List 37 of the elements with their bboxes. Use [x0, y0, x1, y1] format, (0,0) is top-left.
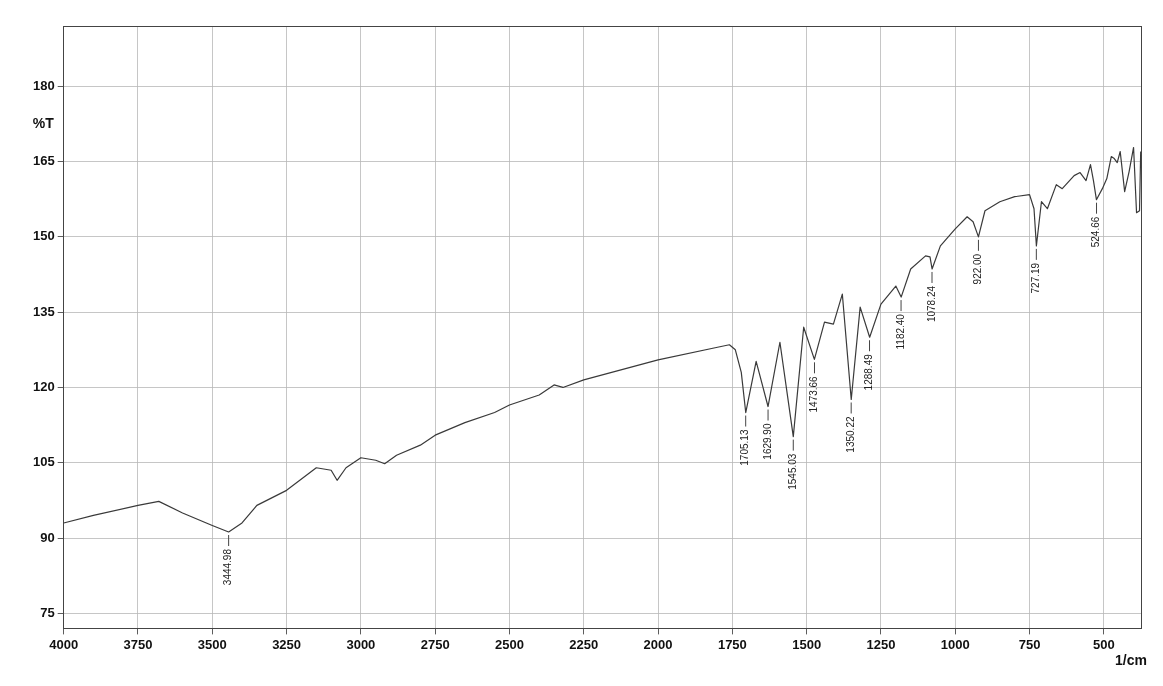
annotation: 727.19 — [1030, 262, 1042, 294]
x-tick-label: 1250 — [866, 636, 896, 652]
annotation: 524.66 — [1090, 216, 1102, 248]
x-tick-label: 4000 — [49, 636, 79, 652]
x-tick-label: 3750 — [123, 636, 153, 652]
x-axis-title: 1/cm — [1115, 652, 1147, 669]
x-tick-label: 3000 — [346, 636, 376, 652]
y-tick-label: 120 — [32, 379, 55, 395]
x-tick-label: 1000 — [940, 636, 970, 652]
x-tick-label: 2750 — [420, 636, 450, 652]
x-tick-label: 3500 — [197, 636, 227, 652]
annotation: 1182.40 — [894, 313, 906, 350]
x-tick-label: 2500 — [495, 636, 524, 652]
annotation: 1473.66 — [808, 375, 820, 413]
x-tick-label: 1500 — [792, 636, 822, 652]
x-tick-label: 3250 — [272, 636, 302, 652]
y-tick-label: 180 — [32, 77, 55, 93]
annotation: 1350.22 — [844, 416, 856, 453]
y-tick-label: 105 — [32, 454, 55, 470]
annotation: 1078.24 — [925, 285, 937, 323]
y-axis-title: %T — [32, 114, 55, 131]
annotation: 1629.90 — [761, 423, 773, 460]
y-tick-label: 135 — [32, 303, 55, 319]
annotation: 3444.98 — [222, 548, 234, 586]
annotation: 1545.03 — [787, 453, 799, 490]
annotation: 1288.49 — [863, 353, 875, 391]
annotation: 1705.13 — [739, 429, 751, 466]
x-tick-label: 2000 — [643, 636, 673, 652]
y-tick-label: 165 — [32, 153, 55, 169]
x-tick-label: 750 — [1018, 636, 1041, 652]
y-tick-label: 75 — [40, 604, 55, 620]
x-tick-label: 1750 — [717, 636, 747, 652]
y-tick-label: 150 — [32, 228, 55, 244]
annotation: 922.00 — [972, 253, 984, 285]
x-tick-label: 2250 — [569, 636, 599, 652]
y-tick-label: 90 — [40, 529, 55, 545]
x-tick-label: 500 — [1093, 636, 1115, 652]
